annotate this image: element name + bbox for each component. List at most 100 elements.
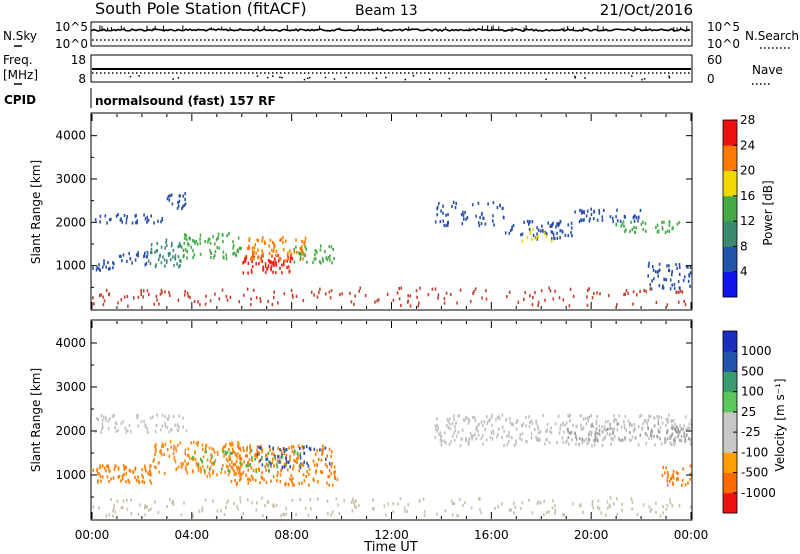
power-cell: [622, 220, 625, 224]
velocity-cell: [607, 419, 609, 423]
power-cell: [318, 290, 320, 295]
power-cell: [258, 262, 260, 266]
velocity-cell: [663, 441, 666, 445]
power-cell: [279, 266, 281, 270]
power-cell: [108, 292, 111, 296]
colorbar-tick-label: -1000: [741, 486, 776, 500]
power-cell: [657, 274, 659, 278]
velocity-cell: [666, 470, 669, 475]
velocity-cell: [184, 465, 187, 469]
velocity-cell: [220, 471, 222, 475]
velocity-cell: [157, 510, 160, 514]
velocity-cell: [292, 483, 294, 487]
velocity-cell: [498, 417, 501, 421]
velocity-cell: [631, 423, 633, 427]
velocity-cell: [598, 424, 600, 428]
power-cell: [386, 292, 389, 296]
power-cell: [431, 287, 434, 291]
velocity-cell: [574, 431, 576, 436]
power-cell: [331, 261, 333, 265]
velocity-cell: [582, 510, 584, 514]
velocity-cell: [328, 483, 330, 487]
power-cell: [303, 253, 306, 258]
power-cell: [642, 228, 645, 232]
velocity-cell: [269, 461, 271, 465]
velocity-cell: [453, 438, 456, 443]
power-cell: [580, 209, 583, 213]
velocity-cell: [313, 463, 316, 467]
colorbar-tick-label: -25: [741, 425, 761, 439]
velocity-cell: [265, 462, 268, 466]
power-cell: [496, 205, 499, 210]
power-cell: [681, 290, 684, 294]
power-cell: [591, 296, 594, 300]
velocity-cell: [563, 513, 565, 517]
velocity-cell: [439, 431, 442, 435]
velocity-cell: [233, 472, 236, 476]
velocity-cell: [445, 441, 447, 445]
power-cell: [163, 258, 166, 262]
power-cell: [569, 287, 572, 291]
velocity-cell: [172, 414, 175, 419]
velocity-cell: [656, 434, 658, 438]
power-cell: [283, 292, 286, 296]
velocity-cell: [539, 430, 542, 434]
power-cell: [102, 295, 104, 299]
velocity-cell: [607, 427, 609, 431]
velocity-cell: [192, 455, 194, 459]
velocity-cell: [688, 422, 691, 426]
velocity-cell: [653, 434, 655, 438]
velocity-cell: [303, 460, 306, 464]
velocity-cell: [258, 452, 261, 456]
velocity-cell: [141, 479, 144, 484]
power-cell: [629, 229, 631, 233]
velocity-cell: [670, 477, 673, 481]
power-cell: [279, 238, 281, 242]
power-cell: [136, 221, 138, 225]
power-cell: [645, 289, 647, 293]
velocity-cell: [108, 513, 110, 517]
power-cell: [106, 221, 108, 225]
velocity-cell: [276, 459, 279, 463]
velocity-cell: [352, 497, 354, 501]
velocity-cell: [113, 414, 115, 418]
velocity-cell: [531, 422, 534, 426]
nave-dot: [631, 75, 633, 77]
velocity-cell: [320, 458, 323, 462]
power-cell: [182, 248, 185, 252]
power-cell: [299, 254, 302, 258]
velocity-cell: [287, 482, 290, 486]
velocity-cell: [636, 513, 639, 517]
power-cell: [442, 204, 444, 208]
nave-dot: [668, 76, 671, 79]
velocity-cell: [681, 483, 683, 487]
velocity-cell: [590, 431, 593, 435]
velocity-cell: [440, 443, 443, 447]
power-cell: [261, 239, 263, 243]
power-cell: [252, 288, 255, 292]
power-cell: [262, 254, 264, 258]
power-cell: [570, 226, 573, 230]
power-cell: [684, 303, 687, 307]
velocity-cell: [613, 414, 615, 418]
power-cell: [676, 222, 679, 226]
power-cell: [150, 243, 153, 247]
power-cell: [625, 289, 628, 293]
power-cell: [586, 295, 588, 299]
power-cell: [580, 218, 582, 222]
power-cell: [647, 274, 649, 278]
velocity-cell: [177, 443, 179, 447]
power-cell: [662, 284, 664, 288]
power-cell: [212, 256, 215, 260]
velocity-cell: [161, 413, 164, 417]
nave-dot: [129, 75, 132, 78]
velocity-cell: [174, 460, 177, 464]
velocity-cell: [383, 504, 386, 508]
power-cell: [469, 299, 472, 304]
power-cell: [150, 214, 152, 218]
velocity-cell: [167, 417, 169, 421]
velocity-cell: [301, 481, 303, 485]
velocity-cell: [587, 416, 589, 420]
velocity-cell: [509, 420, 512, 424]
velocity-cell: [117, 466, 120, 470]
